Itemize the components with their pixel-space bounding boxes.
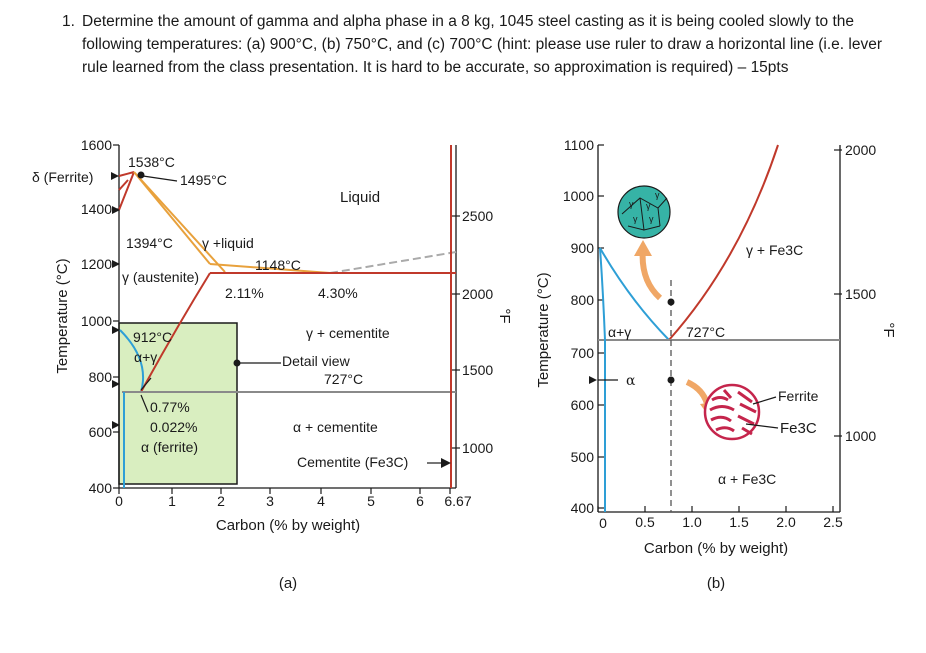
label-1148: 1148°C [255, 257, 301, 273]
alpha-gamma-boundary [119, 329, 145, 393]
point-1495 [137, 171, 145, 179]
a-ytick-label: 400 [89, 480, 113, 496]
a-ytick-label: 800 [89, 369, 113, 385]
a-xtick-label: 6 [416, 493, 424, 509]
cementite-label: Cementite (Fe3C) [297, 454, 408, 470]
arrow-1400 [112, 206, 120, 214]
liquidus-right-dashed-line [329, 251, 457, 274]
label-1495: 1495°C [180, 172, 227, 188]
label-211: 2.11% [225, 285, 264, 301]
label-077: 0.77% [150, 399, 190, 415]
alpha-ferrite-label: α (ferrite) [141, 439, 198, 455]
a-ylabel: Temperature (°C) [54, 258, 71, 373]
a-ftick-label: 1500 [462, 362, 493, 378]
acm-line [140, 272, 211, 393]
delta-gamma-line [118, 171, 135, 211]
alpha-gamma-label-a: α+γ [134, 349, 157, 365]
alpha-cementite-label: α + cementite [293, 419, 378, 435]
gamma-cementite-label: γ + cementite [306, 325, 390, 341]
detail-view-label: Detail view [282, 353, 351, 369]
delta-boundary-line [118, 171, 135, 177]
delta-top-line [118, 179, 129, 191]
a-xtick-label: 3 [266, 493, 274, 509]
label-0022: 0.022% [150, 419, 197, 435]
a-ytick-label: 1200 [81, 256, 112, 272]
pointer-alpha-gamma [140, 377, 152, 391]
a-ytick-label: 1400 [81, 201, 112, 217]
a-y2label: °F [496, 308, 513, 323]
label-1394: 1394°C [126, 235, 173, 251]
a-xtick-label: 6.67 [444, 493, 471, 509]
cementite-arrow [441, 458, 451, 468]
question-text: Determine the amount of gamma and alpha … [82, 13, 882, 76]
liquid-label: Liquid [340, 189, 380, 206]
delta-arrow [111, 172, 119, 180]
a-ftick-label: 2500 [462, 208, 493, 224]
question-number: 1. [62, 13, 75, 30]
arrow-1200 [112, 260, 120, 268]
a-caption: (a) [279, 575, 297, 592]
solidus-line [133, 171, 226, 273]
arrow-800 [112, 380, 120, 388]
label-430: 4.30% [318, 285, 358, 301]
a-xtick-label: 1 [168, 493, 176, 509]
label-912: 912°C [133, 329, 172, 345]
label-727-a: 727°C [324, 371, 363, 387]
a-xlabel: Carbon (% by weight) [216, 517, 360, 534]
a-ytick-label: 600 [89, 424, 113, 440]
liquidus-eutectic-left-line [209, 263, 331, 274]
delta-ferrite-label: δ (Ferrite) [32, 169, 93, 185]
austenite-label: γ (austenite) [122, 269, 199, 285]
pointer-1495 [142, 175, 178, 182]
a-xtick-label: 0 [115, 493, 123, 509]
a-xtick-label: 4 [317, 493, 325, 509]
a-ftick-label: 2000 [462, 286, 493, 302]
a-ytick-label: 1000 [81, 313, 112, 329]
a-ftick-label: 1000 [462, 440, 493, 456]
a-xtick-label: 2 [217, 493, 225, 509]
arrow-600 [112, 421, 120, 429]
question: 1. Determine the amount of gamma and alp… [62, 10, 912, 79]
arrow-1000 [112, 326, 120, 334]
a-ytick-label: 1600 [81, 137, 112, 153]
gamma-liquid-label: γ +liquid [202, 235, 254, 251]
a-xtick-label: 5 [367, 493, 375, 509]
pointer-077 [140, 394, 149, 413]
label-1538: 1538°C [128, 154, 175, 170]
detail-view-box [118, 322, 238, 485]
